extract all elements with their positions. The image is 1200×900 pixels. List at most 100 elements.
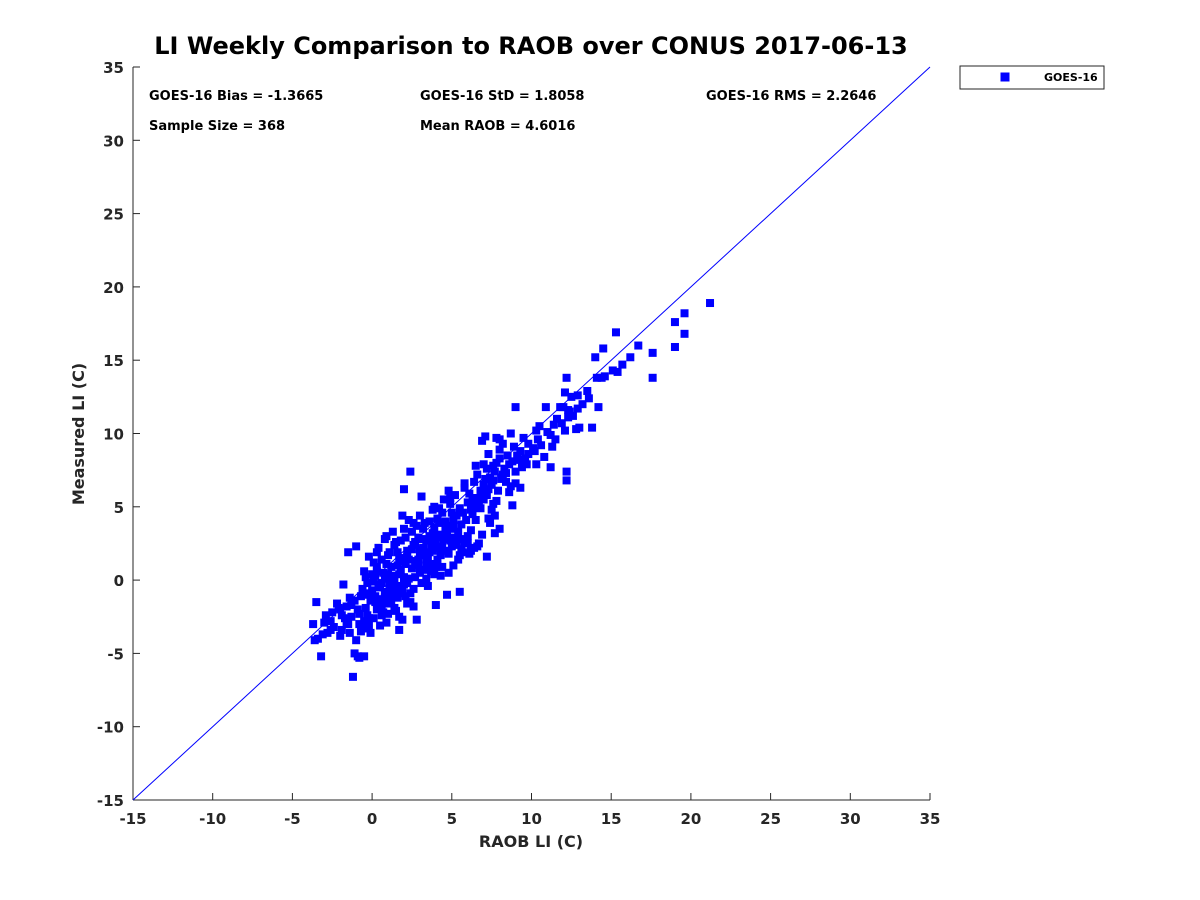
data-point bbox=[489, 461, 498, 470]
data-point bbox=[573, 404, 582, 413]
data-point bbox=[406, 589, 415, 598]
data-point bbox=[347, 612, 356, 621]
data-point bbox=[358, 584, 367, 593]
data-point bbox=[455, 587, 464, 596]
stat-bias: GOES-16 Bias = -1.3665 bbox=[149, 89, 323, 104]
data-point bbox=[626, 353, 635, 362]
data-point bbox=[680, 329, 689, 338]
data-point bbox=[473, 494, 482, 503]
data-point bbox=[478, 530, 487, 539]
data-point bbox=[406, 467, 415, 476]
data-point bbox=[471, 461, 480, 470]
data-point bbox=[495, 445, 504, 454]
data-point bbox=[706, 299, 715, 308]
data-point bbox=[458, 548, 467, 557]
data-point bbox=[447, 542, 456, 551]
data-point bbox=[345, 593, 354, 602]
data-point bbox=[433, 514, 442, 523]
data-point bbox=[384, 551, 393, 560]
data-point bbox=[532, 460, 541, 469]
data-point bbox=[568, 411, 577, 420]
data-point bbox=[522, 460, 531, 469]
data-point bbox=[546, 463, 555, 472]
data-point bbox=[377, 601, 386, 610]
x-tick-label: 5 bbox=[447, 810, 457, 828]
data-point bbox=[543, 428, 552, 437]
data-point bbox=[497, 473, 506, 482]
data-point bbox=[392, 606, 401, 615]
data-point bbox=[573, 391, 582, 400]
data-point bbox=[415, 568, 424, 577]
data-point bbox=[476, 504, 485, 513]
data-point bbox=[648, 373, 657, 382]
data-point bbox=[479, 495, 488, 504]
data-point bbox=[430, 502, 439, 511]
data-point bbox=[578, 400, 587, 409]
data-point bbox=[458, 508, 467, 517]
data-point bbox=[401, 533, 410, 542]
data-point bbox=[396, 565, 405, 574]
data-point bbox=[476, 486, 485, 495]
data-point bbox=[398, 584, 407, 593]
data-point bbox=[438, 508, 447, 517]
one-to-one-line bbox=[132, 66, 931, 801]
data-point bbox=[387, 579, 396, 588]
data-point bbox=[506, 429, 515, 438]
data-point bbox=[481, 432, 490, 441]
data-point bbox=[425, 517, 434, 526]
data-point bbox=[433, 555, 442, 564]
data-point bbox=[377, 555, 386, 564]
data-point bbox=[474, 498, 483, 507]
data-point bbox=[439, 495, 448, 504]
data-point bbox=[500, 464, 509, 473]
data-point bbox=[431, 601, 440, 610]
data-point bbox=[551, 435, 560, 444]
data-point bbox=[399, 580, 408, 589]
data-point bbox=[449, 561, 458, 570]
x-tick-label: 0 bbox=[367, 810, 377, 828]
data-point bbox=[411, 573, 420, 582]
y-tick-label: 5 bbox=[114, 499, 124, 517]
data-point bbox=[487, 480, 496, 489]
data-point bbox=[355, 609, 364, 618]
data-point bbox=[495, 524, 504, 533]
data-point bbox=[374, 583, 383, 592]
data-point bbox=[384, 570, 393, 579]
data-point bbox=[415, 545, 424, 554]
x-tick-label: 35 bbox=[920, 810, 941, 828]
data-point bbox=[417, 579, 426, 588]
data-point bbox=[516, 447, 525, 456]
data-point bbox=[374, 543, 383, 552]
data-point bbox=[618, 360, 627, 369]
data-point bbox=[452, 540, 461, 549]
data-point bbox=[482, 464, 491, 473]
data-point bbox=[411, 537, 420, 546]
data-point bbox=[519, 433, 528, 442]
data-point bbox=[427, 559, 436, 568]
data-point bbox=[509, 442, 518, 451]
data-point bbox=[404, 574, 413, 583]
data-point bbox=[468, 510, 477, 519]
data-point bbox=[514, 455, 523, 464]
data-point bbox=[361, 573, 370, 582]
data-point bbox=[584, 394, 593, 403]
data-point bbox=[441, 517, 450, 526]
data-point bbox=[481, 474, 490, 483]
data-point bbox=[484, 485, 493, 494]
data-point bbox=[398, 615, 407, 624]
data-point bbox=[505, 488, 514, 497]
data-point bbox=[377, 579, 386, 588]
data-point bbox=[471, 515, 480, 524]
stat-std: GOES-16 StD = 1.8058 bbox=[420, 89, 584, 104]
data-point bbox=[382, 559, 391, 568]
data-point bbox=[371, 592, 380, 601]
data-point bbox=[407, 564, 416, 573]
data-point bbox=[388, 571, 397, 580]
data-point bbox=[540, 452, 549, 461]
data-point bbox=[478, 491, 487, 500]
data-point bbox=[447, 508, 456, 517]
data-point bbox=[398, 511, 407, 520]
data-point bbox=[489, 499, 498, 508]
data-point bbox=[600, 372, 609, 381]
data-point bbox=[446, 536, 455, 545]
